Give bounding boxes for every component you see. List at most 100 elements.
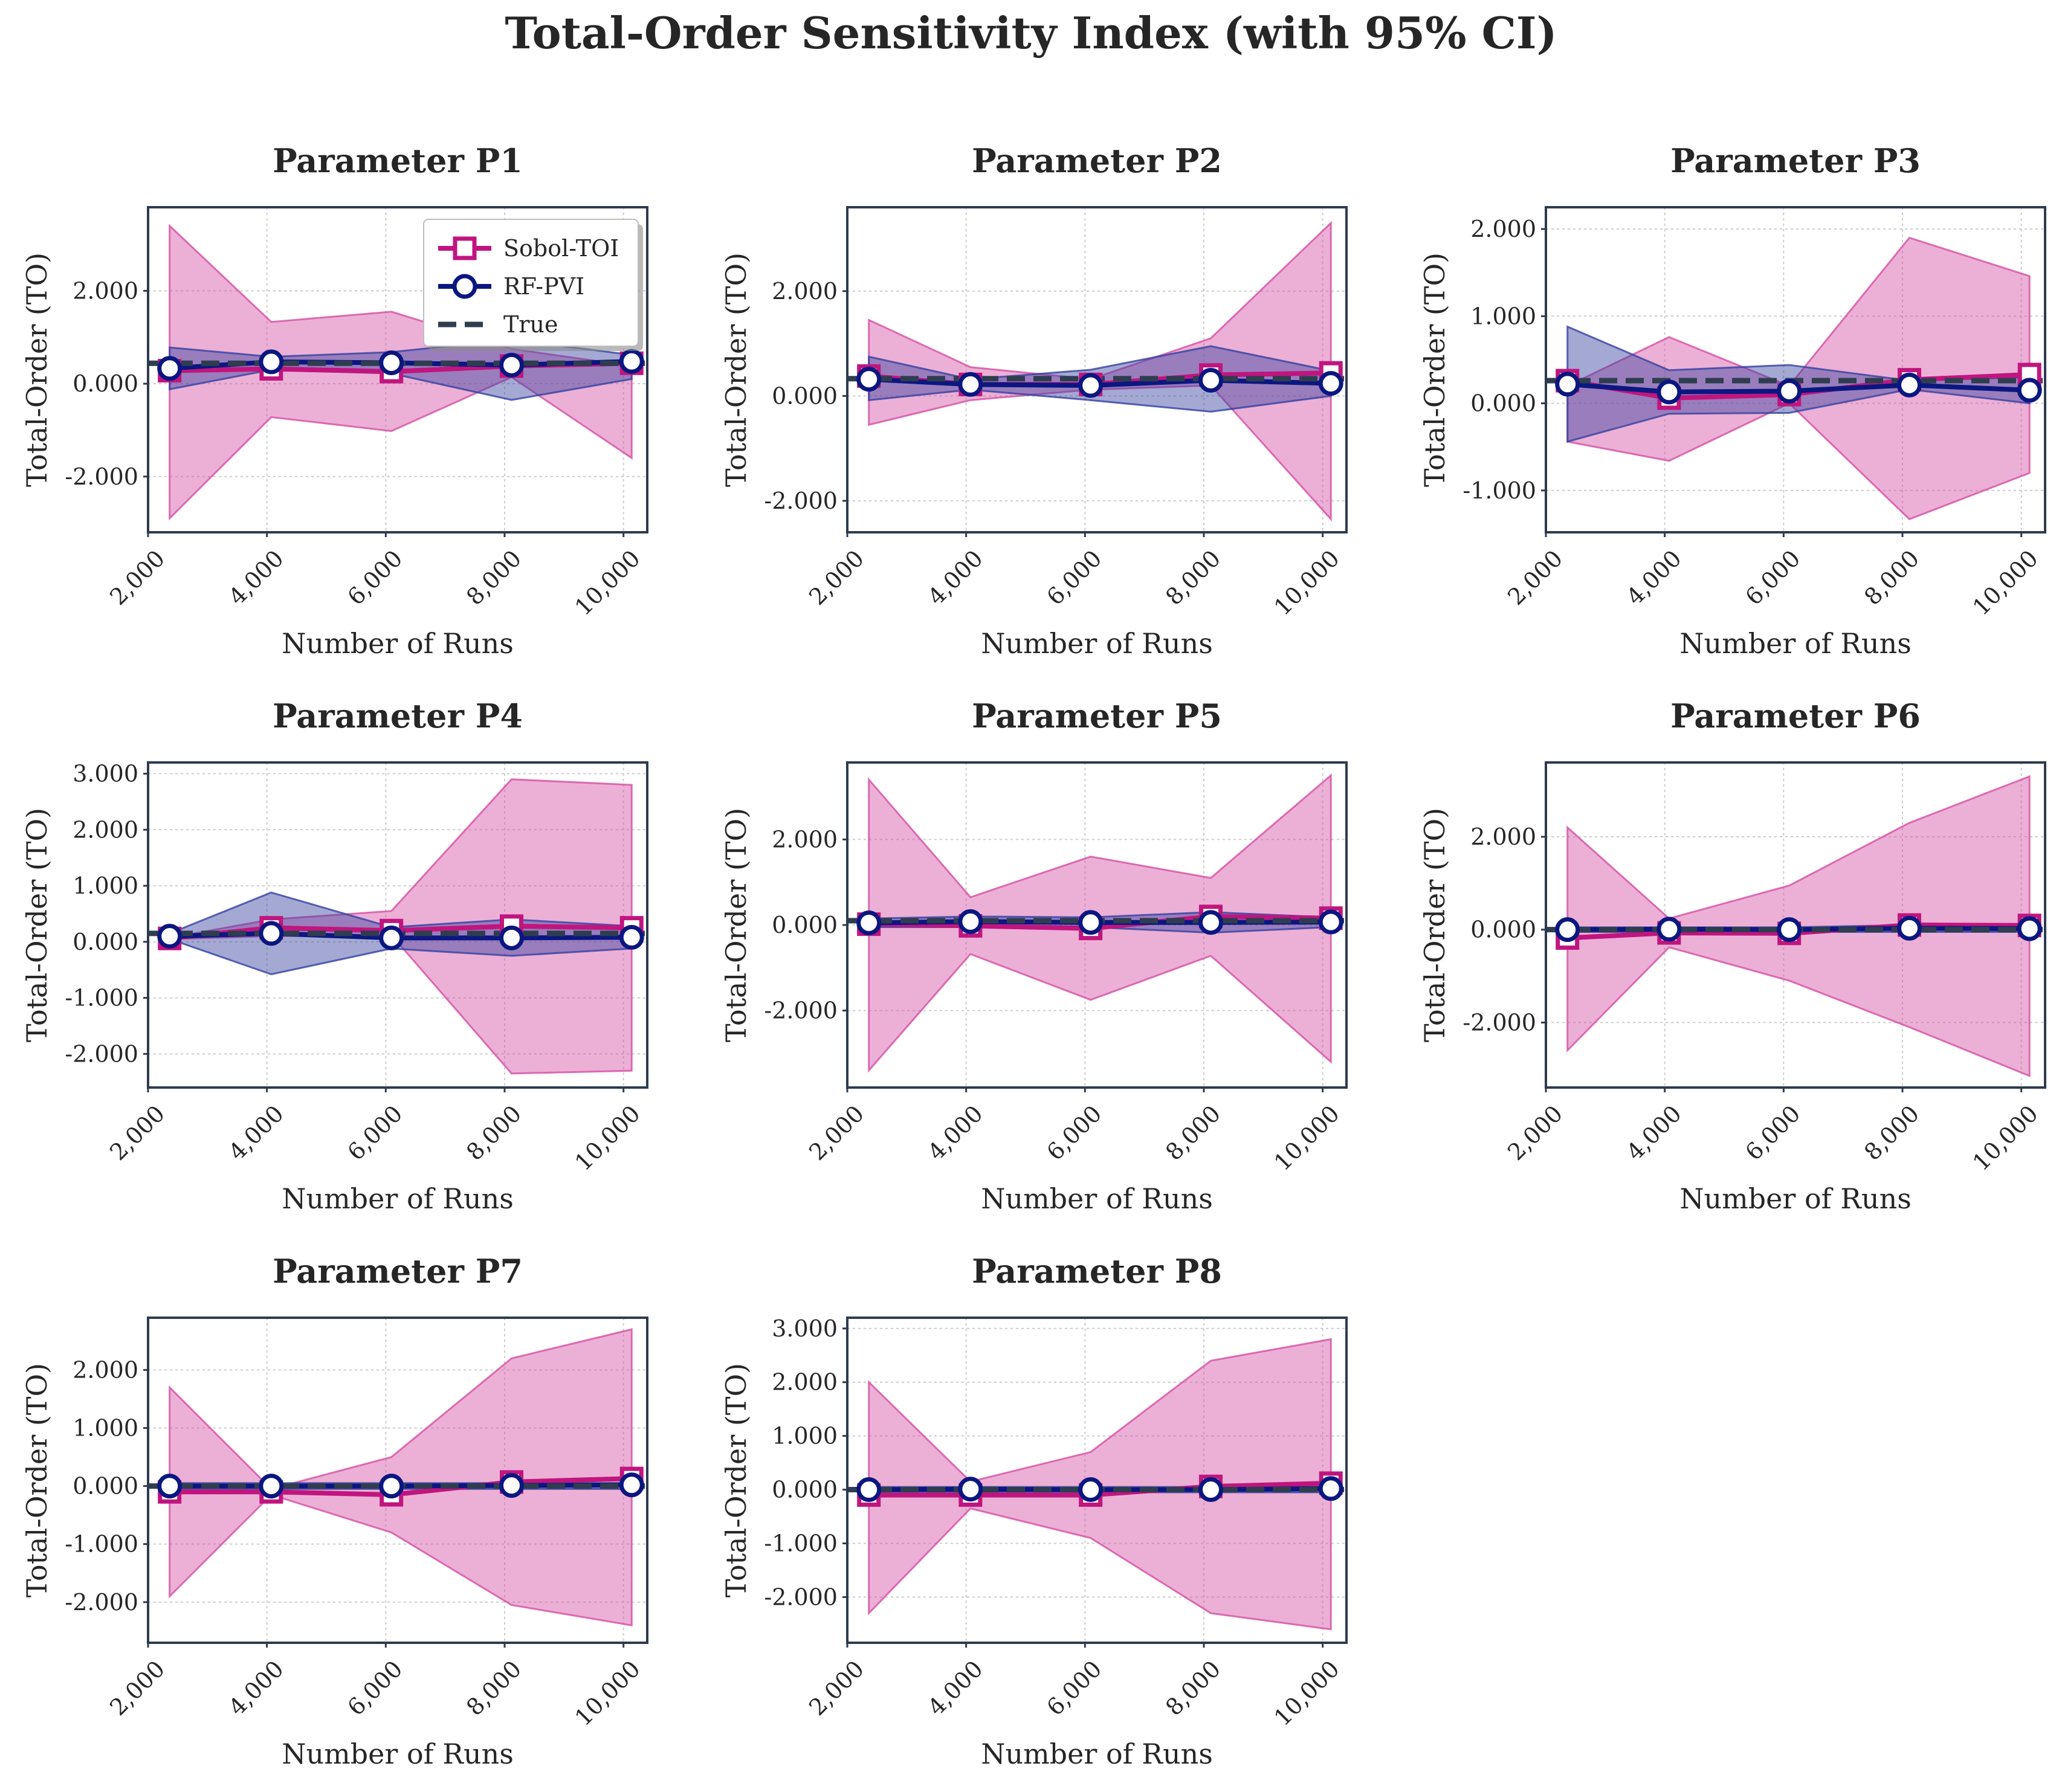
x-axis-label: Number of Runs [981,1738,1213,1770]
x-tick-label: 8,000 [1160,1100,1226,1165]
x-axis-label: Number of Runs [981,627,1213,660]
rf-point [1198,1477,1224,1503]
y-tick-label: 0.000 [1470,917,1536,943]
x-tick-label: 4,000 [224,1100,289,1165]
x-axis-label: Number of Runs [282,1182,514,1215]
x-tick-label: 4,000 [923,1100,988,1165]
panel-2: 2,000 4,000 6,000 8,000 10,000 -2.000 0.000 2.0… [720,141,1348,660]
plot-frame [147,761,648,1089]
legend-label-rf: RF-PVI [503,273,584,300]
rf-point [1198,367,1224,393]
plot-area [847,773,1346,1073]
panel-4: 2,000 4,000 6,000 8,000 10,000 -2.000 -1.000 0.… [21,697,648,1215]
x-tick-label: 10,000 [1269,1655,1345,1731]
x-tick-label: 10,000 [1269,1100,1345,1176]
x-tick-label: 8,000 [1859,1100,1924,1165]
rf-point [619,1472,644,1498]
rf-point [958,1477,983,1502]
x-tick-label: 2,000 [105,1100,170,1165]
x-tick-label: 6,000 [342,545,407,610]
rf-point [958,372,983,397]
y-axis-label: Total-Order (TO) [21,808,53,1042]
y-tick-label: -1.000 [764,1530,838,1556]
panel-title: Parameter P1 [273,141,523,180]
x-tick-label: 2,000 [1502,1100,1568,1165]
x-tick-label: 2,000 [804,1655,869,1721]
rf-point [619,924,644,950]
plot-background [1546,207,2045,532]
rf-point [856,1477,882,1503]
y-tick-label: 2.000 [73,1356,138,1383]
y-tick-label: 0.000 [73,1473,138,1500]
panel-7: 2,000 4,000 6,000 8,000 10,000 -2.000 -1.000 0.… [21,1252,648,1770]
x-tick-label: 6,000 [1041,1655,1107,1721]
y-tick-label: -2.000 [1462,1009,1536,1036]
rf-point [1897,372,1922,398]
x-tick-label: 10,000 [1269,545,1345,620]
rf-point [1078,1477,1104,1503]
y-tick-label: 1.000 [73,872,138,899]
y-tick-label: 2.000 [772,826,838,852]
x-tick-label: 6,000 [342,1100,407,1165]
rf-point [1198,910,1224,935]
x-tick-label: 6,000 [1041,1100,1107,1165]
rf-point [958,909,983,934]
y-tick-label: 0.000 [73,370,138,397]
x-tick-label: 4,000 [1621,545,1687,610]
plot-frame [147,1317,648,1644]
rf-point [1656,917,1682,942]
rf-point [157,1474,183,1499]
rf-point [1078,910,1104,935]
x-tick-label: 10,000 [1968,545,2043,620]
rf-point [499,925,525,950]
rf-point [259,1474,284,1499]
y-tick-label: 2.000 [1470,216,1536,242]
x-tick-label: 2,000 [1502,545,1568,610]
y-tick-label: 1.000 [1470,303,1536,329]
rf-point [259,921,284,946]
plot-area [148,778,647,1075]
x-axis-label: Number of Runs [1679,1182,1912,1215]
rf-point [1555,372,1580,397]
plot-frame [1545,761,2046,1089]
rf-point [1897,915,1922,941]
panel-grid: 2,000 4,000 6,000 8,000 10,000 -2.000 0.000 2.0… [21,141,2046,1770]
x-tick-label: 6,000 [342,1655,407,1721]
plot-frame [147,206,648,533]
rf-point [2017,378,2042,403]
rf-point [856,367,882,392]
rf-point [1555,917,1580,943]
rf-point [499,352,525,378]
x-axis-label: Number of Runs [282,627,514,660]
x-tick-label: 6,000 [1740,1100,1805,1165]
y-tick-label: -2.000 [764,488,838,514]
x-tick-label: 8,000 [461,1655,526,1721]
x-axis-label: Number of Runs [981,1182,1213,1215]
y-axis-label: Total-Order (TO) [21,1363,53,1597]
x-axis-label: Number of Runs [1679,627,1912,660]
y-axis-label: Total-Order (TO) [21,253,53,487]
x-tick-label: 4,000 [224,1655,289,1721]
y-tick-label: 0.000 [772,382,838,409]
plot-area [1546,236,2045,521]
x-tick-label: 4,000 [1621,1100,1687,1165]
rf-point [157,924,183,949]
y-tick-label: 0.000 [1470,390,1536,417]
rf-point [259,349,284,375]
y-axis-label: Total-Order (TO) [1418,808,1451,1042]
x-tick-label: 4,000 [923,1655,988,1721]
x-tick-label: 10,000 [1968,1100,2043,1176]
legend-marker-sobol [453,236,477,260]
legend-marker-rf [452,274,477,299]
x-tick-label: 8,000 [1160,545,1226,610]
panel-title: Parameter P8 [972,1252,1222,1291]
plot-area [148,1328,647,1626]
rf-point [1777,378,1802,404]
x-tick-label: 8,000 [1160,1655,1226,1721]
rf-point [1656,379,1682,405]
legend-label-true: True [503,311,558,338]
rf-point [379,1474,404,1499]
x-tick-label: 2,000 [804,545,869,610]
rf-point [379,925,404,950]
